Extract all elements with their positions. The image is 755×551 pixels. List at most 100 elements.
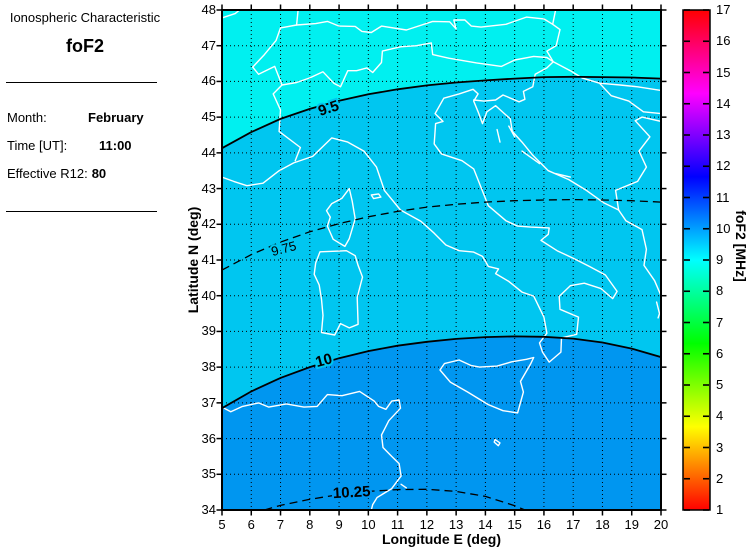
contour-10.25 — [264, 488, 526, 510]
map-fill-bands — [222, 10, 661, 510]
coastlines — [222, 10, 661, 510]
x-tick-label-8: 8 — [306, 517, 314, 532]
coastline-austria-hungary-border — [546, 10, 661, 92]
coastline-elba — [370, 193, 382, 200]
contour-lines — [222, 75, 661, 510]
x-tick-label-7: 7 — [276, 517, 285, 532]
y-tick-label-37: 37 — [201, 394, 216, 410]
colorbar-tick-label-3: 3 — [716, 439, 724, 455]
coastline-malta — [493, 438, 501, 447]
colorbar-tick-label-1: 1 — [716, 502, 724, 517]
coastline-corfu — [655, 301, 661, 319]
colorbar-tick-label-5: 5 — [716, 377, 724, 392]
y-tick-label-40: 40 — [201, 287, 216, 303]
contour-9.5 — [222, 75, 661, 149]
coastline-alps-border-north — [295, 16, 554, 34]
y-tick-label-48: 48 — [201, 2, 216, 17]
x-tick-label-16: 16 — [536, 517, 552, 532]
band-low — [222, 10, 661, 149]
y-tick-label-42: 42 — [201, 216, 216, 232]
x-tick-label-9: 9 — [335, 517, 343, 532]
colorbar-tick-label-15: 15 — [716, 64, 731, 80]
colorbar-tick-label-4: 4 — [716, 408, 724, 424]
colorbar-tick-label-9: 9 — [716, 252, 724, 267]
coastline-france-border-corner — [222, 10, 241, 19]
y-tick-label-38: 38 — [201, 359, 216, 375]
field-month-value: February — [88, 110, 144, 125]
field-effective-r12-label: Effective R12: — [7, 166, 88, 181]
coastline-croatia-island-2 — [508, 125, 516, 138]
x-tick-label-5: 5 — [218, 517, 226, 532]
field-effective-r12-value: 80 — [91, 166, 107, 181]
field-month-label: Month: — [7, 110, 47, 125]
coastline-bosnia-serbia-border — [614, 116, 661, 211]
panel-title: Ionospheric Characteristic — [9, 10, 161, 25]
colorbar-tick-label-6: 6 — [716, 345, 724, 361]
divider-top — [6, 82, 157, 83]
coastline-italy-balkan-coast — [222, 88, 661, 363]
coastline-sardinia — [313, 249, 364, 336]
colorbar-tick-label-8: 8 — [716, 283, 724, 299]
x-tick-label-15: 15 — [507, 517, 522, 532]
colorbar-tick-label-13: 13 — [716, 127, 731, 142]
colorbar-tick-label-17: 17 — [716, 2, 731, 17]
coastline-kerkennah — [400, 483, 408, 489]
grid-lines — [222, 10, 661, 510]
colorbar-tick-label-2: 2 — [716, 470, 724, 486]
colorbar-tick-label-12: 12 — [716, 158, 731, 174]
characteristic-name: foF2 — [66, 36, 104, 56]
y-tick-label-43: 43 — [201, 180, 216, 196]
coastline-drava-border — [598, 82, 661, 115]
coastline-sicily — [439, 356, 535, 414]
x-tick-label-11: 11 — [390, 517, 405, 532]
y-tick-label-45: 45 — [201, 109, 216, 125]
y-tick-label-39: 39 — [201, 323, 216, 339]
field-effective-r12: Effective R12: 80 — [0, 166, 212, 182]
field-time: Time [UT]: 11:00 — [0, 138, 212, 154]
contour-9.75 — [222, 198, 661, 271]
y-tick-label-35: 35 — [201, 466, 216, 482]
y-tick-label-46: 46 — [201, 73, 216, 89]
field-month: Month: February — [0, 110, 212, 126]
colorbar-tick-label-10: 10 — [716, 220, 731, 236]
divider-bottom — [6, 211, 157, 212]
x-axis-label: Longitude E (deg) — [382, 531, 501, 547]
y-tick-label-47: 47 — [201, 37, 216, 53]
field-time-value: 11:00 — [99, 138, 132, 153]
x-tick-label-19: 19 — [624, 517, 639, 532]
colorbar-tick-label-7: 7 — [716, 314, 724, 330]
x-tick-label-12: 12 — [419, 517, 435, 532]
coastline-africa-coast — [222, 390, 402, 510]
coastline-corsica — [325, 187, 356, 248]
field-time-label: Time [UT]: — [7, 138, 68, 153]
colorbar-frame — [682, 9, 711, 511]
y-axis-label: Latitude N (deg) — [185, 206, 201, 314]
coastline-croatia-island-3 — [521, 150, 541, 165]
x-tick-label-17: 17 — [565, 517, 581, 532]
colorbar-tick-label-14: 14 — [716, 95, 731, 111]
x-tick-label-6: 6 — [247, 517, 255, 532]
y-tick-label-34: 34 — [201, 502, 216, 517]
x-tick-label-20: 20 — [653, 517, 669, 532]
coastline-alps-border-south — [251, 10, 554, 88]
y-tick-label-36: 36 — [201, 430, 216, 446]
x-tick-label-13: 13 — [448, 517, 464, 532]
contour-label-10.25: 10.25 — [332, 483, 370, 502]
coastline-croatia-island-1 — [496, 128, 501, 143]
coastline-croatia-island-4 — [554, 172, 571, 178]
x-tick-label-10: 10 — [361, 517, 376, 532]
plot-frame — [221, 9, 662, 511]
coastline-slovenia-croatia-border — [473, 61, 554, 103]
colorbar-tick-label-16: 16 — [716, 33, 731, 49]
contour-10 — [222, 335, 661, 409]
x-tick-label-18: 18 — [595, 517, 610, 532]
coastline-france-italy-border — [272, 84, 302, 162]
colorbar-label: foF2 [MHz] — [733, 210, 749, 282]
info-panel: Ionospheric Characteristic foF2 Month: F… — [0, 0, 212, 551]
colorbar-tick-label-11: 11 — [716, 189, 730, 205]
band-high — [222, 336, 661, 510]
colorbar-ticks — [684, 9, 709, 511]
x-tick-label-14: 14 — [478, 517, 493, 532]
y-tick-label-44: 44 — [201, 144, 216, 160]
